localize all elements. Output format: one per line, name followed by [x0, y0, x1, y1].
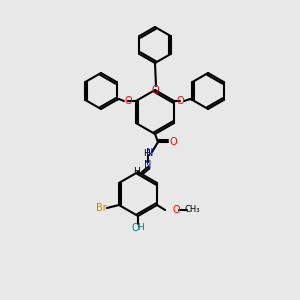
- Text: N: N: [144, 160, 152, 170]
- Text: H: H: [138, 224, 144, 232]
- Text: O: O: [176, 96, 184, 106]
- Text: CH₃: CH₃: [184, 206, 200, 214]
- Text: O: O: [172, 205, 180, 215]
- Text: O: O: [131, 223, 139, 233]
- Text: O: O: [169, 137, 177, 147]
- Text: O: O: [124, 96, 132, 106]
- Text: H: H: [142, 148, 149, 158]
- Text: Br: Br: [96, 203, 106, 213]
- Text: H: H: [134, 167, 140, 176]
- Text: O: O: [151, 85, 159, 95]
- Text: N: N: [146, 148, 154, 158]
